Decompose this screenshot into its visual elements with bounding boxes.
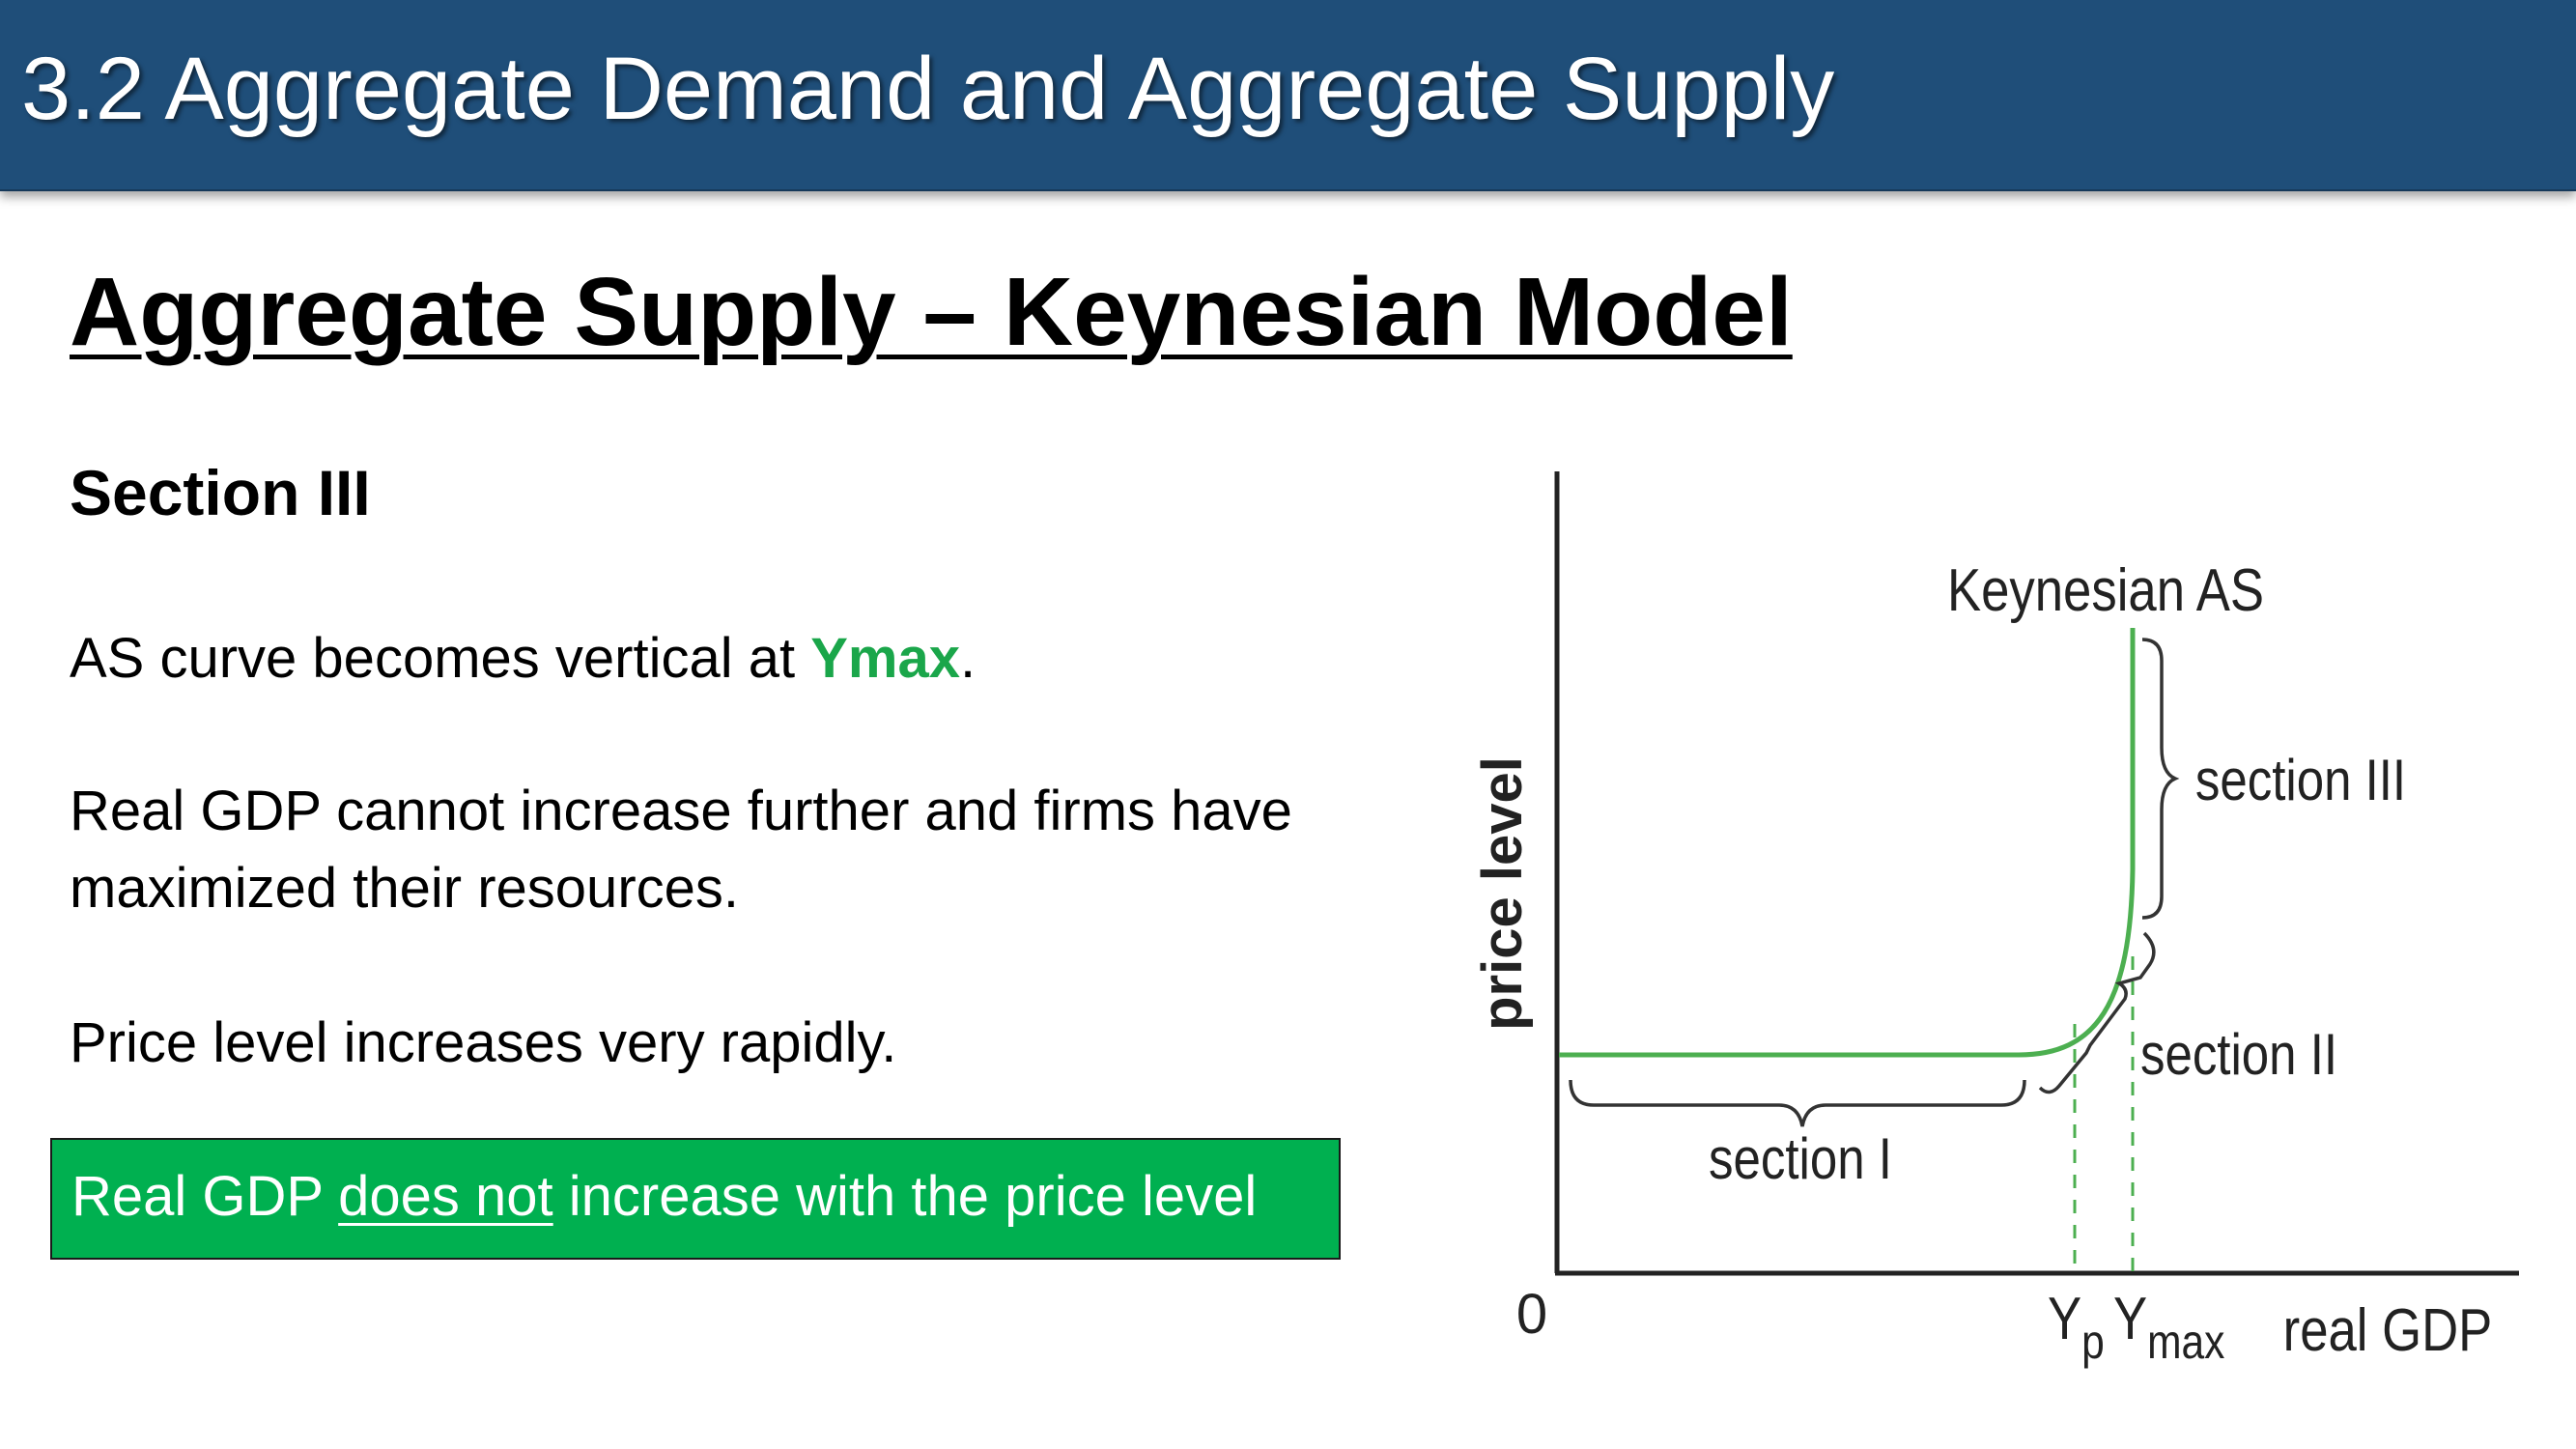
paragraph-ymax: AS curve becomes vertical at Ymax. [70, 620, 976, 697]
ymax-label: Ymax [2113, 1286, 2224, 1369]
paragraph-real-gdp-line2: maximized their resources. [70, 857, 739, 920]
callout-text: Real GDP does not increase with the pric… [71, 1163, 1257, 1231]
section-1-brace [1569, 1079, 2026, 1127]
header-title: 3.2 Aggregate Demand and Aggregate Suppl… [21, 40, 1835, 138]
paragraph-ymax-text: AS curve becomes vertical at [70, 627, 811, 690]
section-heading: Section III [70, 457, 371, 528]
keynesian-as-curve [1559, 628, 2136, 1058]
header-bar: 3.2 Aggregate Demand and Aggregate Suppl… [0, 0, 2576, 191]
origin-label: 0 [1516, 1283, 1547, 1346]
x-axis-label: real GDP [2283, 1297, 2493, 1364]
yp-label: Yp [2048, 1286, 2105, 1369]
callout-box: Real GDP does not increase with the pric… [50, 1138, 1341, 1260]
yp-label-main: Y [2048, 1286, 2081, 1352]
section-2-brace [2038, 931, 2156, 1094]
section-2-label: section II [2140, 1022, 2337, 1087]
y-axis-label: price level [1471, 756, 1534, 1031]
ymax-label-main: Y [2113, 1286, 2147, 1352]
paragraph-real-gdp-line1: Real GDP cannot increase further and fir… [70, 780, 1292, 842]
ymax-highlight: Ymax [810, 627, 960, 690]
callout-underlined: does not [338, 1165, 553, 1228]
slide-title: Aggregate Supply – Keynesian Model [70, 258, 1793, 366]
section-1-label: section I [1709, 1126, 1892, 1191]
curve-label: Keynesian AS [1947, 557, 2264, 624]
paragraph-price-level: Price level increases very rapidly. [70, 1011, 897, 1074]
callout-text-start: Real GDP [71, 1165, 339, 1228]
callout-text-end: increase with the price level [552, 1165, 1258, 1228]
ymax-label-sub: max [2147, 1315, 2224, 1369]
paragraph-ymax-end: . [959, 627, 977, 690]
section-3-brace [2141, 638, 2180, 920]
yp-label-sub: p [2081, 1315, 2105, 1369]
section-3-label: section III [2195, 748, 2406, 812]
